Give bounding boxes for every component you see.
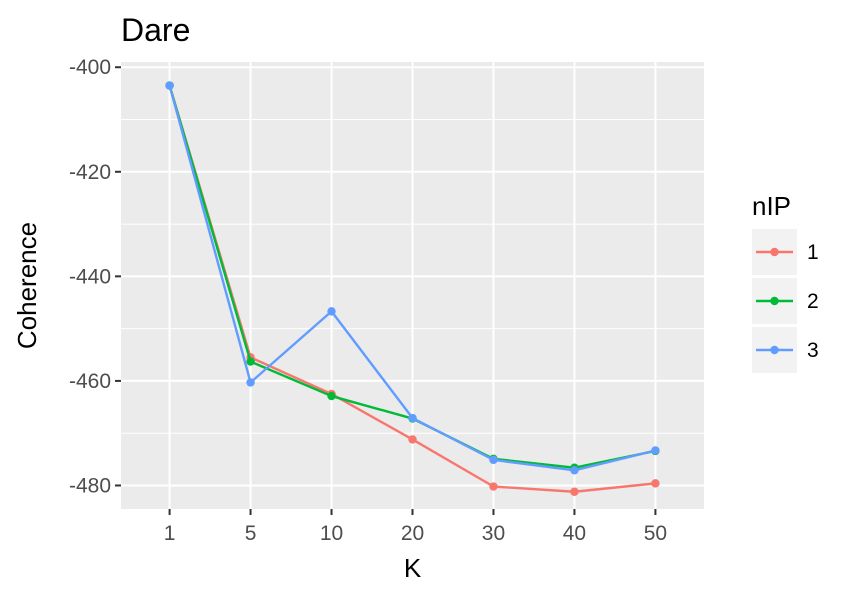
data-point-series-3: [570, 466, 579, 475]
legend-key-point-2: [770, 296, 779, 306]
x-tick-label: 30: [482, 522, 505, 545]
chart-title: Dare: [121, 12, 190, 48]
legend-title: nIP: [752, 191, 791, 221]
data-point-series-1: [651, 479, 660, 488]
y-axis-title: Coherence: [12, 222, 42, 349]
y-tick-label: -440: [69, 265, 111, 288]
legend-key-point-3: [770, 345, 779, 355]
y-tick-label: -480: [69, 474, 111, 497]
y-tick-label: -420: [69, 161, 111, 184]
x-tick-label: 10: [320, 522, 343, 545]
y-tick-label: -400: [69, 56, 111, 79]
x-tick-label: 20: [401, 522, 424, 545]
y-tick-labels: -400 -420 -440 -460 -480: [69, 56, 111, 497]
legend-label-2: 2: [807, 290, 819, 313]
data-point-series-3: [246, 378, 255, 387]
y-tick-label: -460: [69, 370, 111, 393]
data-point-series-1: [570, 487, 579, 496]
legend-label-3: 3: [807, 339, 819, 362]
data-point-series-3: [165, 81, 174, 90]
data-point-series-2: [246, 357, 255, 366]
legend-keys: 1 2 3: [752, 229, 819, 373]
x-tick-label: 40: [563, 522, 586, 545]
x-tick-label: 5: [245, 522, 257, 545]
data-point-series-3: [489, 455, 498, 465]
major-gridlines: [121, 62, 704, 509]
series-layer: [165, 81, 660, 496]
axis-ticks: [115, 66, 657, 515]
data-point-series-2: [327, 391, 336, 401]
legend-key-point-1: [770, 247, 779, 257]
x-tick-labels: 1 5 10 20 30 40 50: [164, 522, 667, 545]
data-point-series-1: [408, 435, 417, 444]
x-tick-label: 1: [164, 522, 176, 545]
data-point-series-1: [489, 482, 498, 491]
data-point-series-3: [327, 307, 336, 316]
x-axis-title: K: [404, 553, 422, 583]
x-tick-label: 50: [644, 522, 667, 545]
legend-label-1: 1: [807, 241, 819, 264]
legend: nIP 1 2 3: [752, 191, 819, 373]
data-point-series-3: [651, 446, 660, 455]
data-point-series-3: [408, 413, 417, 423]
